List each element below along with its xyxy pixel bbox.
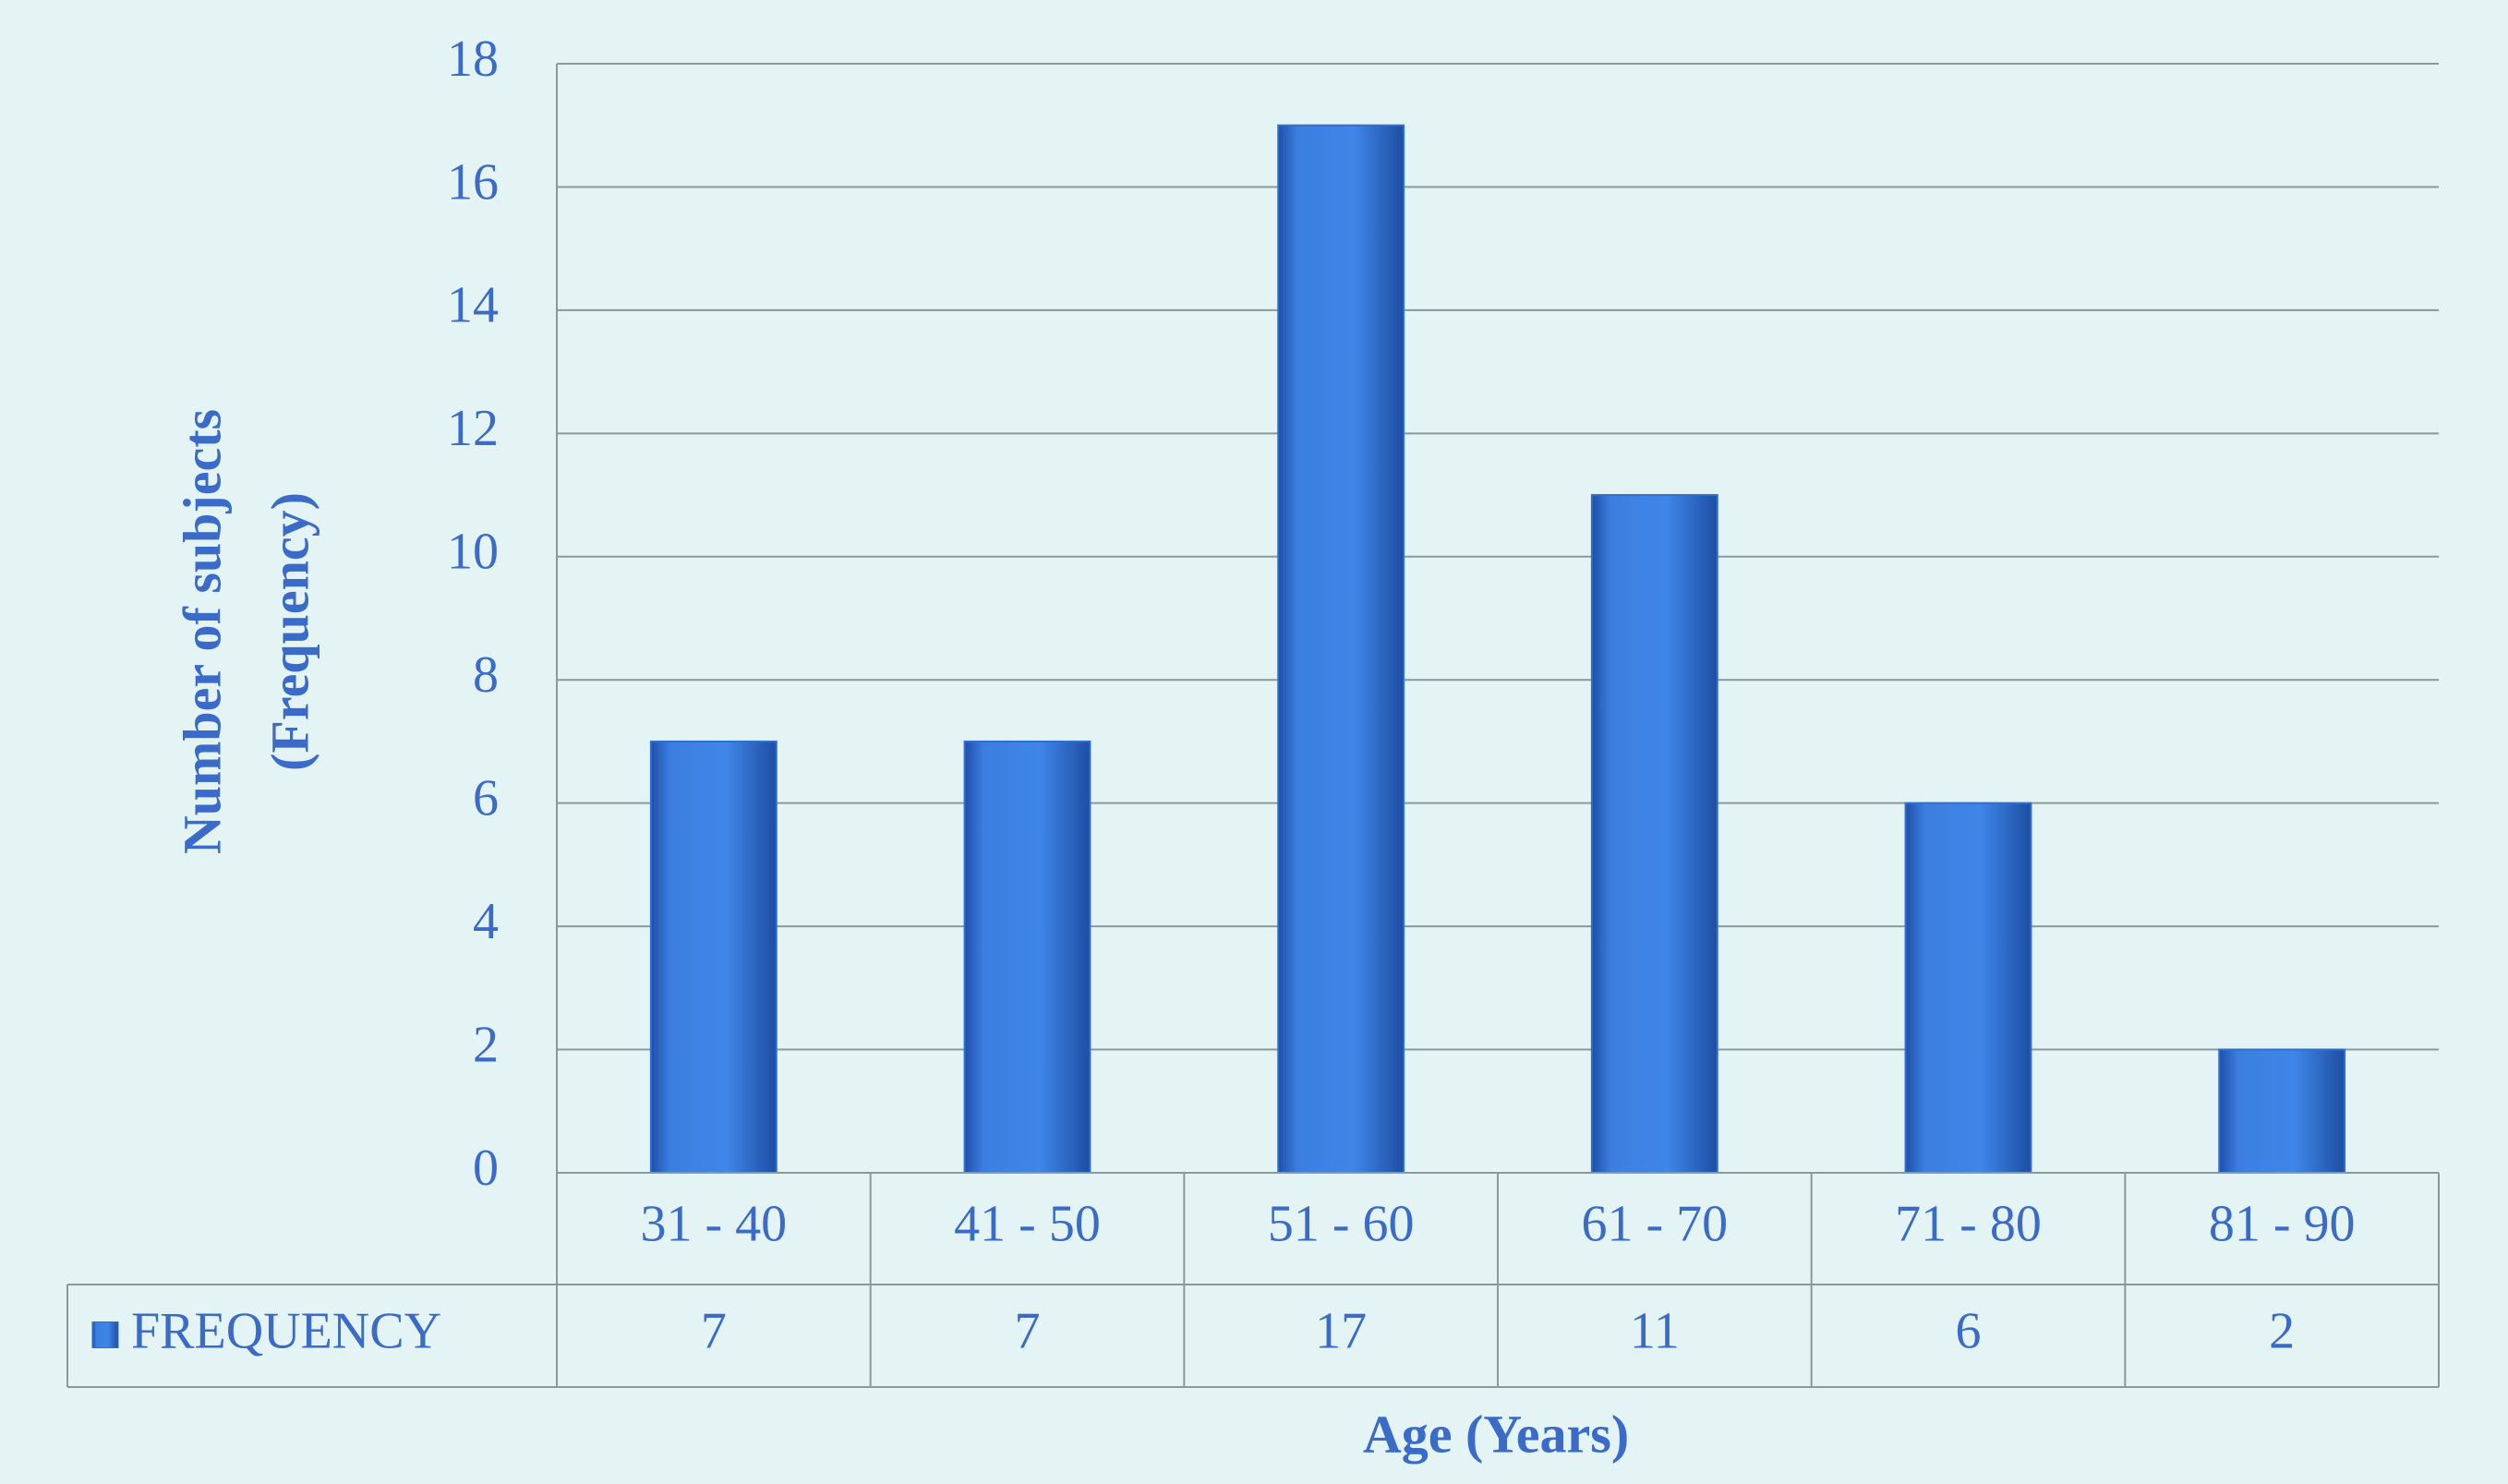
table-value: 7: [1015, 1302, 1041, 1359]
bar: [2218, 1048, 2346, 1174]
y-axis-title: Number of subjects: [172, 409, 232, 854]
y-tick-label: 18: [447, 30, 499, 88]
y-axis-title: (Frequency): [259, 492, 320, 771]
y-tick-label: 8: [473, 646, 499, 704]
y-tick-label: 16: [447, 153, 499, 211]
table-value: 6: [1956, 1302, 1982, 1359]
table-value: 2: [2269, 1302, 2295, 1359]
legend-label: FREQUENCY: [131, 1302, 441, 1359]
legend-key: [91, 1321, 119, 1348]
bar: [1277, 124, 1405, 1175]
bar: [1904, 802, 2032, 1175]
y-tick-label: 0: [473, 1140, 499, 1197]
y-tick-label: 10: [447, 524, 499, 581]
x-tick-label: 31 - 40: [641, 1195, 788, 1252]
table-value: 7: [701, 1302, 727, 1359]
bar: [649, 740, 778, 1174]
table-value: 17: [1315, 1302, 1367, 1359]
y-tick-label: 6: [473, 770, 499, 827]
bar: [1590, 494, 1718, 1174]
x-tick-label: 41 - 50: [954, 1195, 1101, 1252]
bar: [963, 740, 1091, 1174]
x-tick-label: 61 - 70: [1582, 1195, 1729, 1252]
x-tick-label: 81 - 90: [2209, 1195, 2356, 1252]
y-tick-label: 12: [447, 400, 499, 457]
y-tick-label: 2: [473, 1016, 499, 1073]
y-tick-label: 4: [473, 893, 499, 950]
y-tick-label: 14: [447, 277, 499, 334]
x-tick-label: 71 - 80: [1895, 1195, 2042, 1252]
x-axis-title: Age (Years): [1363, 1404, 1629, 1464]
x-tick-label: 51 - 60: [1268, 1195, 1415, 1252]
table-value: 11: [1630, 1302, 1680, 1359]
